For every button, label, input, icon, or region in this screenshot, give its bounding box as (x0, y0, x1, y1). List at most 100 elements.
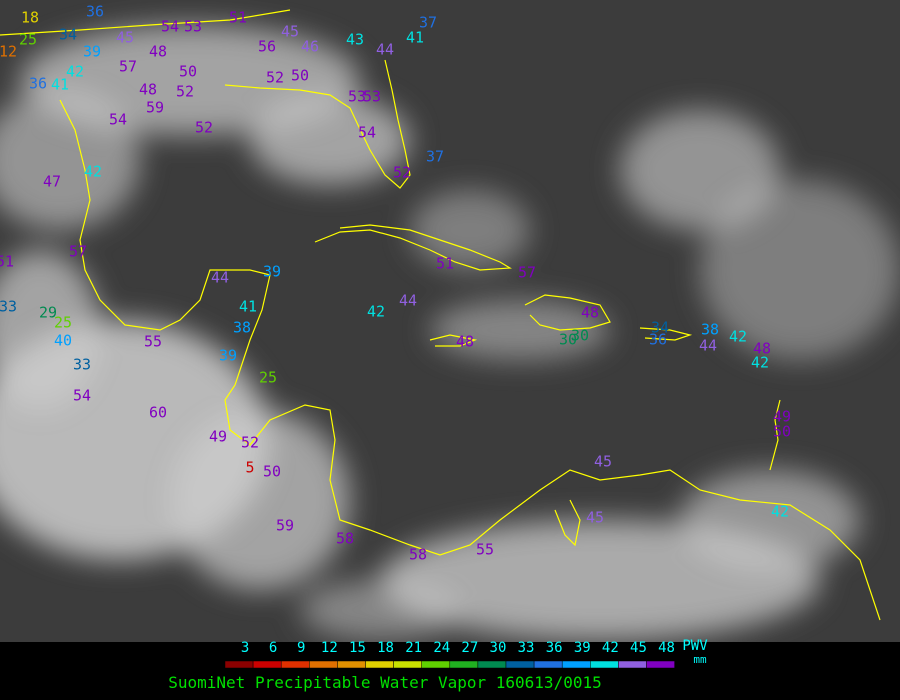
station-value: 50 (773, 423, 791, 441)
colorbar-tick-label: 6 (269, 640, 277, 656)
station-value: 54 (358, 124, 376, 142)
station-value: 34 (651, 319, 669, 337)
station-value: 54 (161, 18, 179, 36)
scale-unit: mm (693, 653, 707, 666)
caption: SuomiNet Precipitable Water Vapor 160613… (168, 673, 601, 692)
station-value: 58 (336, 530, 354, 548)
colorbar-segment (449, 660, 479, 669)
colorbar-segment (365, 660, 394, 669)
station-value: 48 (581, 304, 599, 322)
coastlines (0, 9, 881, 621)
colorbar-segment (561, 660, 591, 669)
colorbar-segment (646, 660, 675, 669)
colorbar-tick-label: 39 (574, 640, 591, 656)
station-value: 55 (144, 333, 162, 351)
colorbar-segment (393, 660, 422, 669)
colorbar-segment (252, 660, 282, 669)
colorbar-segment (505, 660, 535, 669)
colorbar-segment (337, 660, 366, 669)
station-value: 45 (116, 29, 134, 47)
station-value: 41 (239, 298, 257, 316)
station-value: 37 (419, 14, 437, 32)
station-value: 48 (149, 43, 167, 61)
station-value: 57 (69, 243, 87, 261)
colorbar-segment (590, 660, 619, 669)
colorbar-segment (280, 660, 310, 669)
station-value: 57 (518, 264, 536, 282)
station-value: 58 (409, 546, 427, 564)
station-value: 36 (29, 75, 47, 93)
station-value: 48 (753, 340, 771, 358)
station-value: 52 (195, 119, 213, 137)
station-value: 54 (109, 111, 127, 129)
station-value: 25 (19, 31, 37, 49)
colorbar-tick-label: 33 (518, 640, 535, 656)
station-value: 56 (258, 38, 276, 56)
station-value: 50 (291, 67, 309, 85)
colorbar-segment (421, 660, 451, 669)
station-value: 52 (393, 164, 411, 182)
colorbar-tick-label: 3 (241, 640, 249, 656)
station-value: 42 (771, 503, 789, 521)
station-value: 44 (211, 269, 229, 287)
scale-name: PWV (682, 638, 708, 654)
colorbar-tick-label: 9 (297, 640, 305, 656)
station-value: 45 (586, 509, 604, 527)
station-value: 52 (266, 69, 284, 87)
station-value: 53 (184, 18, 202, 36)
station-value: 51 (436, 255, 454, 273)
station-value: 60 (149, 404, 167, 422)
colorbar-tick-label: 12 (321, 640, 338, 656)
station-value: 44 (699, 337, 717, 355)
station-value: 36 (86, 3, 104, 21)
station-value: 45 (281, 23, 299, 41)
station-value: 33 (0, 298, 17, 316)
station-value: 30 (559, 331, 577, 349)
station-value: 40 (54, 332, 72, 350)
station-value: 36 (649, 331, 667, 349)
station-value: 29 (39, 304, 57, 322)
station-value: 25 (259, 369, 277, 387)
station-value: 38 (701, 321, 719, 339)
station-value: 44 (376, 41, 394, 59)
station-value: 39 (219, 347, 237, 365)
colorbar-tick-label: 18 (377, 640, 394, 656)
station-value: 53 (348, 88, 366, 106)
station-value: 49 (209, 428, 227, 446)
colorbar-tick-label: 30 (490, 640, 507, 656)
station-value: 30 (571, 327, 589, 345)
cloud-cover (0, 25, 900, 640)
station-value: 43 (346, 31, 364, 49)
station-value: 42 (729, 328, 747, 346)
colorbar-tick-label: 45 (630, 640, 647, 656)
station-value: 59 (146, 99, 164, 117)
station-value: 57 (119, 58, 137, 76)
station-value: 52 (176, 83, 194, 101)
station-value: 49 (773, 408, 791, 426)
station-value: 34 (59, 26, 77, 44)
station-value: 46 (301, 38, 319, 56)
station-value: 12 (0, 43, 17, 61)
station-value: 37 (426, 148, 444, 166)
station-value: 42 (84, 163, 102, 181)
station-value: 25 (54, 314, 72, 332)
station-value: 39 (263, 263, 281, 281)
colorbar-tick-label: 36 (546, 640, 563, 656)
colorbar-segment (309, 660, 338, 669)
station-value: 51 (0, 253, 14, 271)
station-value: 51 (229, 9, 247, 27)
station-value: 59 (276, 517, 294, 535)
station-value: 55 (476, 541, 494, 559)
colorbar-segment (224, 660, 254, 669)
station-value: 50 (263, 463, 281, 481)
station-value: 45 (594, 453, 612, 471)
colorbar-tick-label: 21 (405, 640, 422, 656)
station-value: 48 (139, 81, 157, 99)
station-value: 47 (43, 173, 61, 191)
station-value: 5 (245, 459, 254, 477)
colorbar-tick-label: 27 (461, 640, 478, 656)
colorbar: 3 6 9 12 15 18 21 24 27 30 33 36 39 42 45 48 (224, 640, 675, 669)
station-value: 41 (406, 29, 424, 47)
colorbar-tick-label: 48 (658, 640, 675, 656)
station-value: 54 (73, 387, 91, 405)
